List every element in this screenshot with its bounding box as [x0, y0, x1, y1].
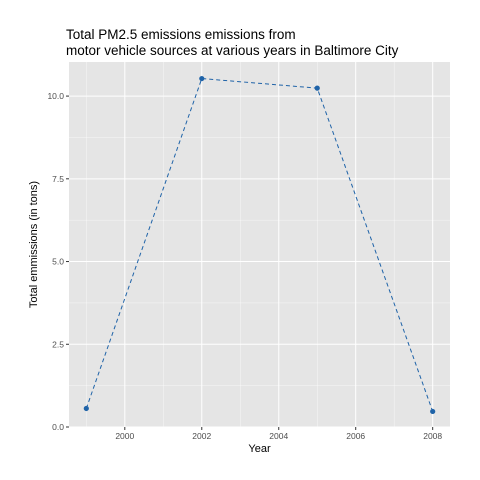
major-gridlines [69, 62, 450, 428]
y-axis-tick-labels: 0.0 2.5 5.0 7.5 10.0 [47, 91, 64, 432]
chart-title: Total PM2.5 emissions emissions from mot… [66, 27, 398, 59]
series-line [85, 78, 434, 412]
y-tick-label: 7.5 [52, 174, 64, 184]
x-axis-title: Year [248, 443, 271, 455]
x-tick-label: 2002 [192, 431, 211, 441]
y-axis-title: Total emmissions (in tons) [28, 181, 40, 308]
minor-gridlines [69, 62, 450, 427]
chart-title-line-1: Total PM2.5 emissions emissions from [66, 27, 296, 42]
x-tick-label: 2000 [115, 431, 134, 441]
series-layer [83, 75, 436, 415]
x-tick-label: 2008 [423, 431, 442, 441]
y-tick-label: 5.0 [52, 257, 64, 267]
data-point [314, 85, 320, 91]
x-tick-label: 2006 [346, 431, 365, 441]
y-tick-label: 0.0 [52, 422, 64, 432]
data-point [199, 75, 205, 82]
x-tick-label: 2004 [269, 431, 288, 441]
plot-panel [69, 62, 450, 427]
data-point [83, 405, 89, 412]
x-axis-tick-labels: 2000 2002 2004 2006 2008 [115, 431, 442, 441]
y-tick-label: 10.0 [47, 91, 64, 101]
chart-title-line-2: motor vehicle sources at various years i… [66, 43, 399, 58]
y-tick-label: 2.5 [52, 339, 64, 349]
data-point [430, 408, 436, 415]
axis-ticks [66, 95, 434, 430]
